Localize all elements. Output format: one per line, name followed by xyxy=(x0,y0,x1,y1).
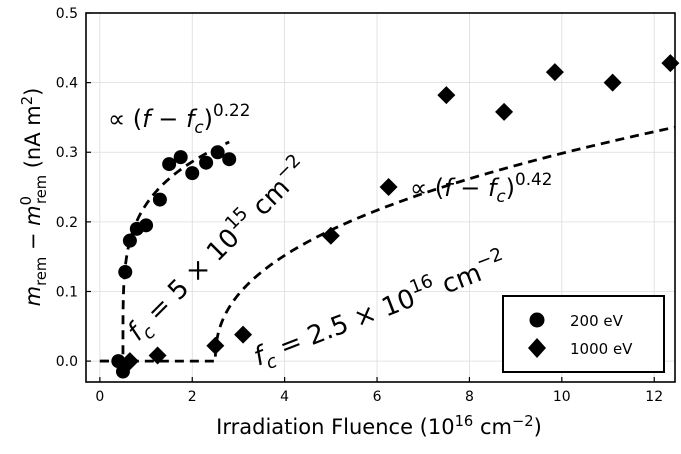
x-tick-label: 2 xyxy=(188,389,197,405)
point-200ev xyxy=(199,155,214,170)
point-1000ev xyxy=(234,325,253,344)
point-1000ev xyxy=(206,336,225,355)
data-points xyxy=(111,54,680,379)
point-200ev xyxy=(185,166,200,181)
x-tick-label: 8 xyxy=(465,389,474,405)
point-1000ev xyxy=(661,54,680,73)
x-tick-label: 0 xyxy=(95,389,104,405)
y-tick-label: 0.3 xyxy=(56,145,78,161)
legend-label-200ev: 200 eV xyxy=(570,312,624,330)
x-tick-label: 6 xyxy=(373,389,382,405)
y-tick-label: 0.5 xyxy=(56,6,78,22)
legend-box xyxy=(502,295,665,373)
point-1000ev xyxy=(495,102,514,121)
point-200ev xyxy=(118,264,133,279)
fc1-annotation: fc = 5 × 1015 cm−2 xyxy=(118,150,318,350)
point-200ev xyxy=(222,152,237,167)
y-tick-label: 0.2 xyxy=(56,215,78,231)
point-200ev xyxy=(210,145,225,160)
axis-ticks: 0 2 4 6 8 10 12 0.0 0.1 0.2 0.3 0.4 0.5 xyxy=(56,6,663,405)
point-200ev xyxy=(173,150,188,165)
x-tick-label: 4 xyxy=(280,389,289,405)
legend: 200 eV 1000 eV xyxy=(502,295,665,373)
legend-marker-diamond xyxy=(528,338,546,358)
point-1000ev xyxy=(321,226,340,245)
y-axis-title: mrem − m0rem (nA m2) xyxy=(18,88,50,307)
x-axis-title: Irradiation Fluence (1016 cm−2) xyxy=(216,413,542,439)
legend-label-1000ev: 1000 eV xyxy=(570,340,633,358)
point-200ev xyxy=(111,354,126,369)
y-tick-label: 0.1 xyxy=(56,284,78,300)
legend-marker-circle xyxy=(529,312,545,328)
point-200ev xyxy=(115,364,130,379)
fit-curves xyxy=(99,125,676,363)
point-200ev xyxy=(162,157,177,172)
point-1000ev xyxy=(437,86,456,105)
fit2-annotation: ∝ (f − fc)0.42 xyxy=(410,169,552,206)
y-tick-label: 0.0 xyxy=(56,354,78,370)
point-1000ev xyxy=(120,352,139,371)
point-200ev xyxy=(122,233,137,248)
fit-curve-2 xyxy=(99,125,676,363)
fc2-annotation: fc = 2.5 × 1016 cm−2 xyxy=(248,244,513,377)
point-1000ev xyxy=(148,346,167,365)
point-200ev xyxy=(152,192,167,207)
point-200ev xyxy=(139,218,154,233)
x-tick-label: 10 xyxy=(553,389,571,405)
point-1000ev xyxy=(379,178,398,197)
plot-frame xyxy=(85,12,676,383)
point-1000ev xyxy=(545,63,564,82)
y-tick-label: 0.4 xyxy=(56,76,78,92)
x-tick-label: 12 xyxy=(645,389,663,405)
point-1000ev xyxy=(603,73,622,92)
fit1-annotation: ∝ (f − fc)0.22 xyxy=(108,100,250,137)
